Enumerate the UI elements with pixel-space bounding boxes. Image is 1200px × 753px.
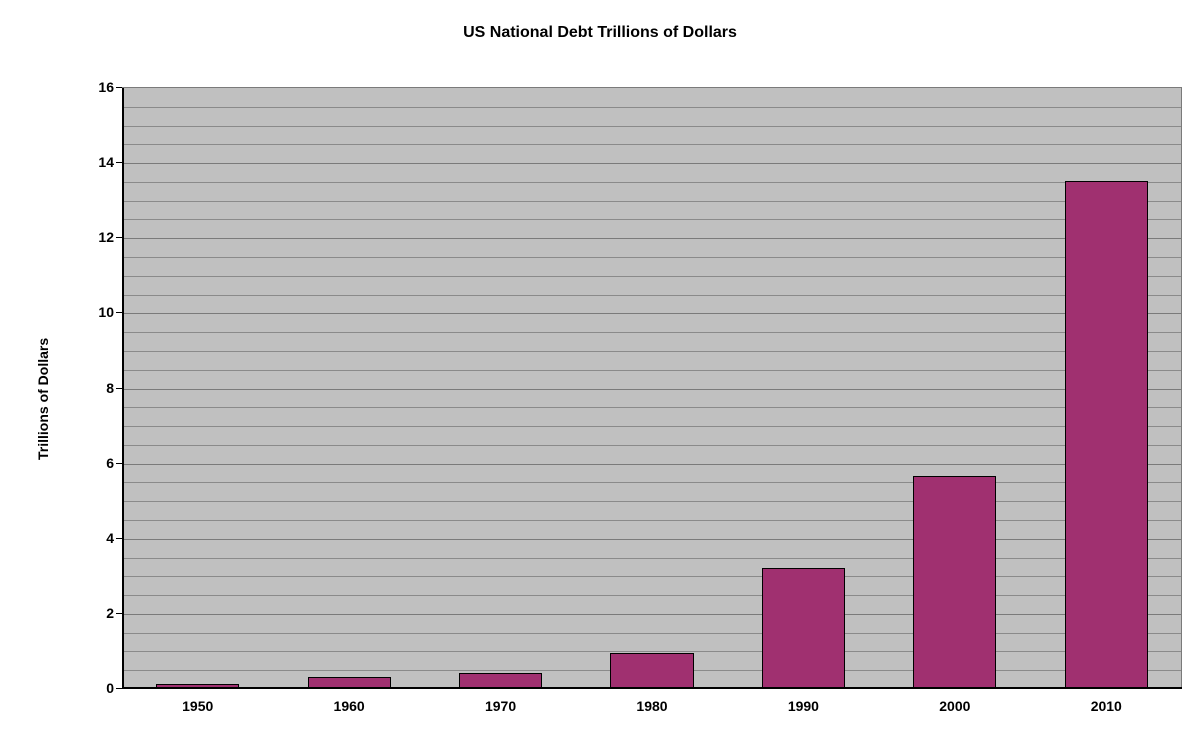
minor-gridline (122, 370, 1181, 371)
major-gridline (122, 389, 1181, 390)
minor-gridline (122, 144, 1181, 145)
x-tick-label: 1950 (122, 698, 273, 714)
bar (459, 673, 542, 688)
minor-gridline (122, 351, 1181, 352)
minor-gridline (122, 295, 1181, 296)
minor-gridline (122, 126, 1181, 127)
y-tick-mark (116, 688, 122, 689)
plot-area (122, 87, 1182, 688)
bar (1065, 181, 1148, 688)
y-tick-mark (116, 162, 122, 163)
x-tick-label: 2000 (879, 698, 1030, 714)
y-tick-label: 2 (74, 605, 114, 621)
minor-gridline (122, 276, 1181, 277)
major-gridline (122, 313, 1181, 314)
minor-gridline (122, 219, 1181, 220)
chart-container: US National Debt Trillions of Dollars Tr… (0, 0, 1200, 753)
minor-gridline (122, 107, 1181, 108)
minor-gridline (122, 201, 1181, 202)
minor-gridline (122, 332, 1181, 333)
minor-gridline (122, 595, 1181, 596)
y-tick-label: 16 (74, 79, 114, 95)
y-tick-mark (116, 87, 122, 88)
x-tick-label: 1960 (273, 698, 424, 714)
x-tick-label: 2010 (1031, 698, 1182, 714)
major-gridline (122, 464, 1181, 465)
y-tick-label: 0 (74, 680, 114, 696)
y-tick-mark (116, 237, 122, 238)
y-axis-line (122, 88, 124, 689)
x-tick-label: 1970 (425, 698, 576, 714)
y-tick-label: 4 (74, 530, 114, 546)
minor-gridline (122, 445, 1181, 446)
y-tick-mark (116, 312, 122, 313)
y-tick-mark (116, 538, 122, 539)
minor-gridline (122, 182, 1181, 183)
x-axis-line (122, 687, 1182, 689)
minor-gridline (122, 576, 1181, 577)
bar (913, 476, 996, 688)
x-tick-label: 1990 (728, 698, 879, 714)
chart-title: US National Debt Trillions of Dollars (0, 24, 1200, 42)
y-tick-label: 14 (74, 154, 114, 170)
y-tick-label: 10 (74, 304, 114, 320)
major-gridline (122, 163, 1181, 164)
y-axis-title: Trillions of Dollars (35, 337, 51, 459)
minor-gridline (122, 558, 1181, 559)
minor-gridline (122, 501, 1181, 502)
major-gridline (122, 539, 1181, 540)
major-gridline (122, 614, 1181, 615)
y-tick-mark (116, 463, 122, 464)
minor-gridline (122, 520, 1181, 521)
minor-gridline (122, 482, 1181, 483)
minor-gridline (122, 426, 1181, 427)
x-tick-label: 1980 (576, 698, 727, 714)
y-tick-label: 12 (74, 229, 114, 245)
bar (762, 568, 845, 688)
y-tick-mark (116, 613, 122, 614)
y-tick-label: 6 (74, 455, 114, 471)
y-tick-label: 8 (74, 380, 114, 396)
bar (610, 653, 693, 688)
major-gridline (122, 238, 1181, 239)
minor-gridline (122, 257, 1181, 258)
y-tick-mark (116, 388, 122, 389)
minor-gridline (122, 633, 1181, 634)
minor-gridline (122, 407, 1181, 408)
